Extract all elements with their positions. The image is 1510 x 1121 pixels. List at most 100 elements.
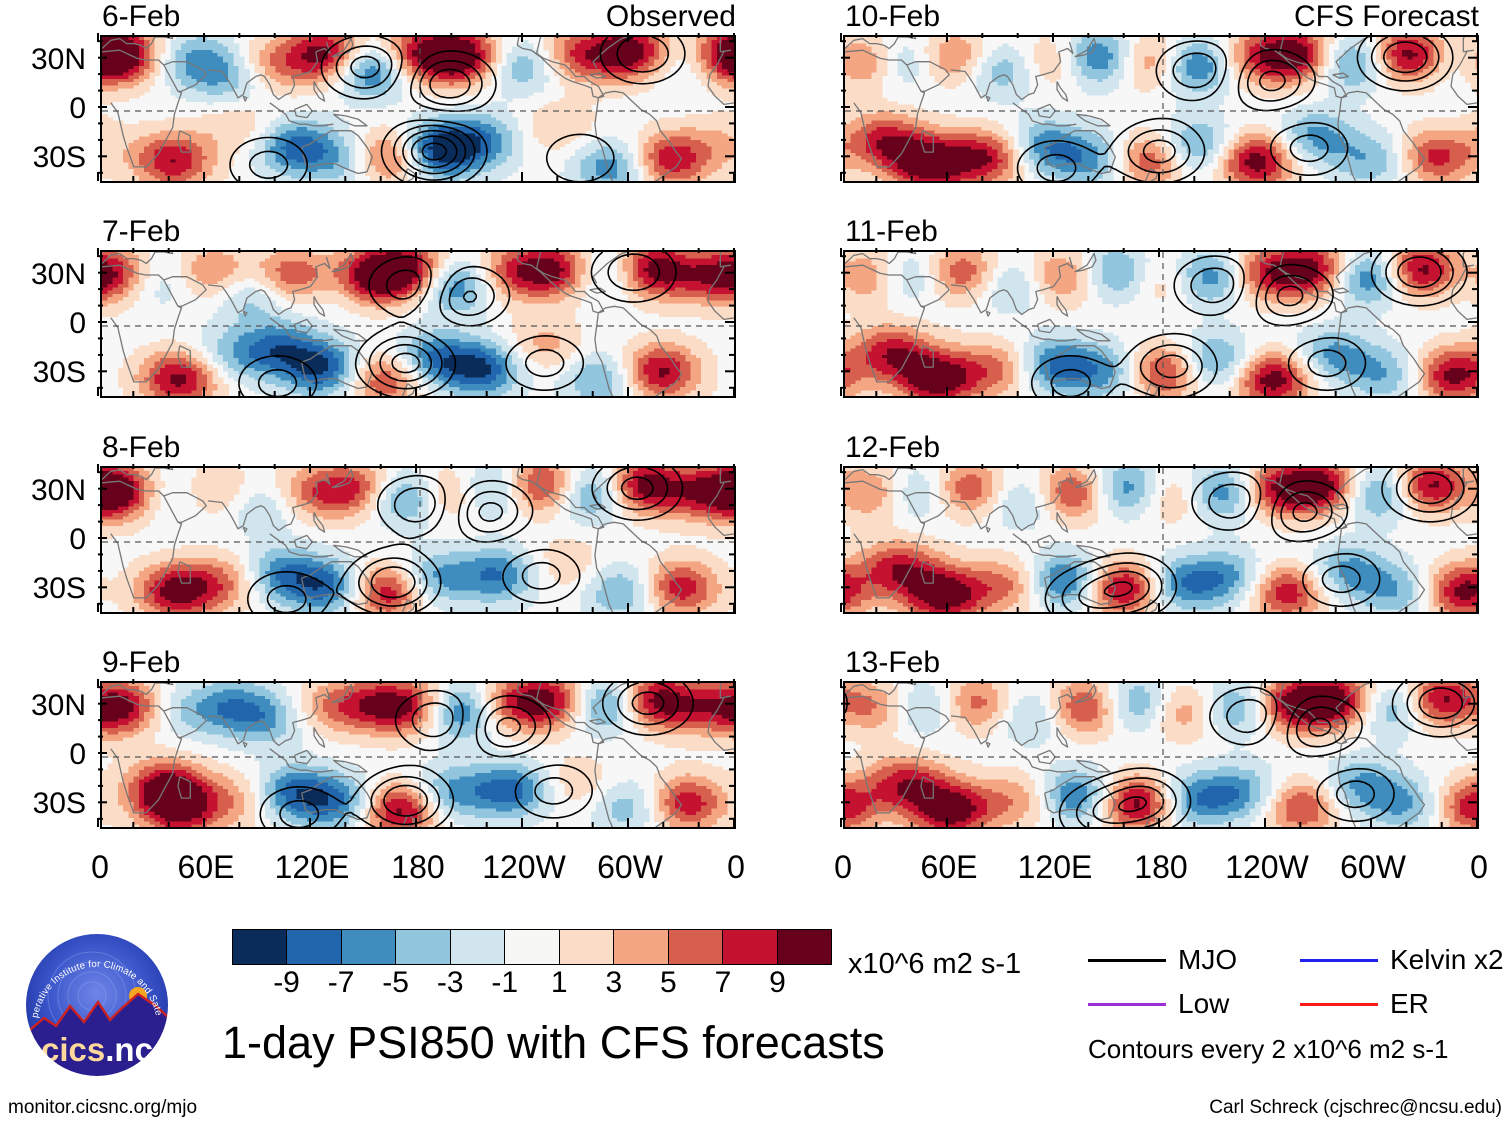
panel-date-label: 13-Feb [845,648,940,678]
colorbar-segment [450,930,506,964]
x-tick-label: 0 [783,851,903,883]
x-tick-label: 120W [464,851,584,883]
panel-date-label: 7-Feb [102,217,180,247]
colorbar-segment [559,930,615,964]
x-tick-label: 120E [995,851,1115,883]
y-tick-label: 30S [0,574,86,604]
colorbar-tick-label: -3 [410,968,490,998]
map-plot-area [100,35,736,183]
colorbar [232,929,832,965]
legend-label: Kelvin x2 [1390,946,1504,974]
footer-author[interactable]: Carl Schreck (cjschrec@ncsu.edu) [1209,1098,1502,1117]
coastlines [102,252,734,396]
colorbar-segment [668,930,724,964]
panel-date-label: 12-Feb [845,433,940,463]
column-header-forecast: CFS Forecast [843,2,1479,32]
y-tick-label: 30N [0,44,86,75]
panel-date-label: 6-Feb [102,2,180,32]
x-tick-label: 0 [40,851,160,883]
coastlines [845,37,1477,181]
x-tick-label: 120E [252,851,372,883]
colorbar-tick-label: 7 [683,968,763,998]
figure-title: 1-day PSI850 with CFS forecasts [222,1020,885,1065]
x-tick-label: 120W [1207,851,1327,883]
x-tick-label: 60E [146,851,266,883]
colorbar-segment [396,930,451,964]
coastlines [102,468,734,612]
map-plot-area [843,250,1479,398]
map-plot-area [843,681,1479,829]
legend-line-swatch [1300,958,1378,962]
panel-date-label: 10-Feb [845,2,940,32]
footer-url[interactable]: monitor.cicsnc.org/mjo [8,1098,197,1117]
axis-ticks [97,33,736,183]
legend-entry-mjo: MJO [1088,946,1237,974]
colorbar-tick-label: -5 [356,968,436,998]
colorbar-tick-label: -9 [247,968,327,998]
legend-entry-low: Low [1088,990,1229,1018]
map-plot-area [100,250,736,398]
cics-nc-logo-graphic: cics.nc Cooperative Institute for Climat… [18,922,170,1078]
x-tick-label: 0 [676,851,796,883]
colorbar-segment [341,930,397,964]
y-tick-label: 30S [0,358,86,388]
coastlines [845,683,1477,827]
coastlines [102,683,734,827]
x-tick-label: 0 [1419,851,1510,883]
axis-ticks [840,33,1479,183]
map-plot-area [100,681,736,829]
mjo-contours [246,468,684,612]
mjo-contours [845,683,1477,827]
axis-ticks [97,464,736,614]
map-plot-area [843,466,1479,614]
column-header-observed: Observed [100,2,736,32]
y-tick-label: 0 [0,740,86,770]
x-tick-label: 60W [570,851,690,883]
cics-nc-logo[interactable]: cics.nc Cooperative Institute for Climat… [18,922,172,1080]
x-tick-label: 60W [1313,851,1433,883]
legend-entry-kelvin-x2: Kelvin x2 [1300,946,1504,974]
axis-ticks [97,248,736,398]
legend-line-swatch [1088,1002,1166,1006]
colorbar-segment [777,930,831,964]
colorbar-segment [614,930,669,964]
axis-ticks [840,464,1479,614]
map-plot-area [100,466,736,614]
x-tick-label: 180 [358,851,478,883]
x-tick-label: 180 [1101,851,1221,883]
colorbar-tick-label: 5 [628,968,708,998]
axis-ticks [97,679,736,829]
legend-label: Low [1178,990,1229,1018]
legend-entry-er: ER [1300,990,1429,1018]
colorbar-tick-label: -1 [465,968,545,998]
colorbar-tick-label: 9 [737,968,817,998]
axis-ticks [840,679,1479,829]
legend-label: ER [1390,990,1429,1018]
y-tick-label: 0 [0,309,86,339]
colorbar-segment [505,930,560,964]
contour-legend: MJO Kelvin x2 Low ER [1088,946,1504,1026]
mjo-contours [229,37,686,181]
legend-line-swatch [1300,1002,1378,1006]
colorbar-tick-label: 1 [519,968,599,998]
y-tick-label: 30N [0,475,86,506]
colorbar-segment [287,930,342,964]
coastlines [102,37,734,181]
axis-ticks [840,248,1479,398]
mjo-contours [238,252,677,396]
y-tick-label: 30N [0,259,86,290]
y-tick-label: 0 [0,94,86,124]
panel-date-label: 9-Feb [102,648,180,678]
mjo-contours [259,683,694,827]
y-tick-label: 0 [0,525,86,555]
colorbar-segment [233,930,288,964]
legend-label: MJO [1178,946,1237,974]
contour-interval-note: Contours every 2 x10^6 m2 s-1 [1088,1036,1448,1062]
colorbar-units-label: x10^6 m2 s-1 [848,950,1021,979]
y-tick-label: 30N [0,690,86,721]
y-tick-label: 30S [0,789,86,819]
panel-date-label: 11-Feb [845,217,938,247]
colorbar-tick-label: 3 [574,968,654,998]
mjo-contours [1044,468,1477,612]
